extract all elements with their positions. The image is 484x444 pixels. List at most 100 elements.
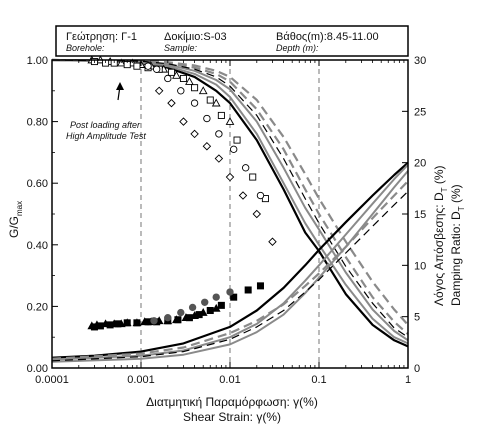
modulus-point xyxy=(238,191,248,200)
modulus-point xyxy=(252,209,262,219)
modulus-point xyxy=(268,237,277,246)
y2-axis-label-greek: Λόγος Απόσβεσης: DT (%) xyxy=(432,165,449,306)
damping-point xyxy=(106,321,114,329)
damping-curve xyxy=(51,180,409,360)
ticks: 0.0001 0.001 0.01 0.1 1 0.00 0.20 0.40 0.60 0.80 1… xyxy=(27,55,427,386)
modulus-point xyxy=(191,84,199,92)
x-tick-label: 1 xyxy=(405,374,411,386)
modulus-point xyxy=(177,87,185,95)
damping-point xyxy=(174,316,182,324)
modulus-point xyxy=(167,98,176,108)
y2-tick-label: 10 xyxy=(414,260,426,272)
depth-label-en: Depth (m): xyxy=(276,43,319,53)
annotation-arrow xyxy=(116,82,124,101)
modulus-point xyxy=(190,99,199,107)
damping-point xyxy=(123,319,131,327)
damping-point xyxy=(212,293,220,301)
modulus-point xyxy=(144,62,152,70)
damping-point xyxy=(226,288,234,296)
modulus-point xyxy=(179,74,187,82)
damping-point xyxy=(256,282,264,290)
modulus-point xyxy=(211,98,221,107)
x-tick-label: 0.001 xyxy=(127,374,155,386)
modulus-point xyxy=(185,77,194,85)
damping-point xyxy=(185,314,193,322)
modulus-point xyxy=(225,172,235,182)
x-axis-label-english: Shear Strain: γ(%) xyxy=(183,410,281,424)
modulus-point xyxy=(249,173,257,181)
modulus-point xyxy=(164,74,172,83)
sample-label: Δοκίμιο:S-03 xyxy=(164,31,227,43)
modulus-point xyxy=(214,154,224,163)
y2-tick-label: 15 xyxy=(414,209,426,221)
y-tick-label: 0.00 xyxy=(27,363,48,375)
modulus-point xyxy=(225,117,235,125)
modulus-point xyxy=(215,130,223,138)
damping-point xyxy=(177,308,185,317)
modulus-point xyxy=(167,68,175,76)
modulus-curve xyxy=(51,59,409,338)
y2-tick-label: 20 xyxy=(414,158,426,170)
y2-tick-label: 25 xyxy=(414,106,426,118)
y2-tick-label: 0 xyxy=(414,363,420,375)
damping-point xyxy=(96,322,104,330)
damping-point xyxy=(206,306,214,315)
modulus-point xyxy=(154,86,164,96)
modulus-point xyxy=(256,191,265,200)
depth-label: Βάθος(m):8.45-11.00 xyxy=(276,31,379,43)
data-points xyxy=(87,55,277,331)
damping-point xyxy=(90,323,98,331)
damping-point xyxy=(188,303,197,312)
modulus-curve xyxy=(51,58,409,326)
y-tick-label: 0.20 xyxy=(27,301,48,313)
damping-point xyxy=(230,293,238,301)
damping-point xyxy=(144,318,152,326)
damping-curve xyxy=(51,164,409,361)
modulus-point xyxy=(233,136,241,144)
damping-point xyxy=(114,320,122,328)
damping-curve xyxy=(51,161,409,359)
borehole-label-en: Borehole: xyxy=(66,43,105,53)
modulus-curve xyxy=(51,59,409,342)
y-tick-label: 0.60 xyxy=(27,178,48,190)
damping-point xyxy=(195,311,203,319)
annotation-line-1: Post loading after xyxy=(70,120,141,130)
modulus-point xyxy=(203,114,211,123)
modulus-point xyxy=(217,111,225,119)
damping-point xyxy=(244,286,252,294)
damping-point xyxy=(217,301,225,309)
modulus-point xyxy=(241,164,250,172)
header-box xyxy=(55,25,409,57)
modulus-point xyxy=(202,142,212,151)
y2-axis-label-english: Damping Ratio: DT (%) xyxy=(449,184,466,306)
x-tick-label: 0.1 xyxy=(311,374,326,386)
damping-curve xyxy=(51,190,409,362)
y-tick-label: 1.00 xyxy=(27,55,48,67)
modulus-point xyxy=(190,129,199,139)
y2-tick-label: 5 xyxy=(414,312,420,324)
damping-point xyxy=(150,317,158,325)
sample-label-en: Sample: xyxy=(164,43,198,53)
x-axis-label-greek: Διατμητική Παραμόρφωση: γ(%) xyxy=(146,395,318,409)
y-tick-label: 0.40 xyxy=(27,240,48,252)
damping-point xyxy=(201,298,209,306)
x-tick-label: 0.0001 xyxy=(35,374,69,386)
annotation-line-2: High Amplitude Test xyxy=(66,131,146,141)
modulus-curve xyxy=(51,59,409,345)
modulus-point xyxy=(152,65,161,73)
modulus-point xyxy=(229,145,238,154)
modulus-point xyxy=(206,96,214,104)
y2-tick-label: 30 xyxy=(414,55,426,67)
modulus-point xyxy=(198,86,208,95)
y-tick-label: 0.80 xyxy=(27,117,48,129)
y-axis-label: G/Gmax xyxy=(7,201,24,238)
x-tick-label: 0.01 xyxy=(219,374,240,386)
modulus-point xyxy=(179,117,188,126)
modulus-point xyxy=(133,62,141,70)
damping-curve xyxy=(51,170,409,363)
curves xyxy=(51,58,409,363)
borehole-label: Γεώτρηση: Γ-1 xyxy=(66,31,137,43)
damping-point xyxy=(164,314,172,322)
modulus-curve xyxy=(51,58,409,335)
